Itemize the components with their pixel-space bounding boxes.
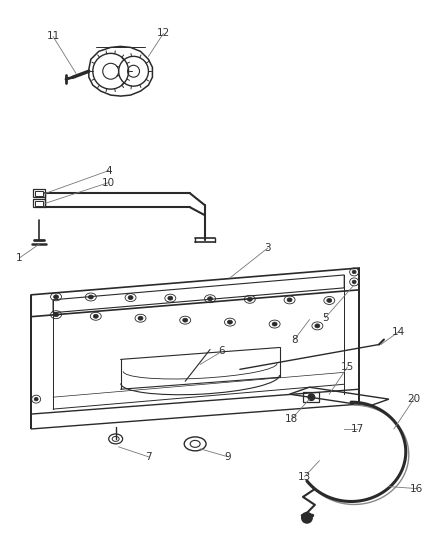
Ellipse shape xyxy=(93,314,98,318)
Circle shape xyxy=(307,393,315,401)
Ellipse shape xyxy=(88,295,93,299)
Text: 14: 14 xyxy=(392,327,406,336)
Ellipse shape xyxy=(272,322,277,326)
Text: 8: 8 xyxy=(291,335,298,344)
Ellipse shape xyxy=(247,297,252,301)
Text: 18: 18 xyxy=(285,414,298,424)
Bar xyxy=(33,190,45,197)
Ellipse shape xyxy=(315,324,320,328)
Text: 13: 13 xyxy=(298,472,311,482)
Ellipse shape xyxy=(168,296,173,300)
Ellipse shape xyxy=(352,280,356,284)
Bar xyxy=(35,191,43,196)
Ellipse shape xyxy=(183,318,188,322)
Text: 5: 5 xyxy=(322,313,328,322)
Text: 9: 9 xyxy=(225,452,231,462)
Ellipse shape xyxy=(227,320,233,324)
Text: 15: 15 xyxy=(341,362,354,373)
Text: 10: 10 xyxy=(102,177,115,188)
Text: 12: 12 xyxy=(157,28,170,38)
Text: 11: 11 xyxy=(46,31,60,42)
Ellipse shape xyxy=(287,298,292,302)
Circle shape xyxy=(301,512,313,524)
Ellipse shape xyxy=(128,296,133,300)
Text: 16: 16 xyxy=(410,483,424,494)
Text: 3: 3 xyxy=(265,243,271,253)
Bar xyxy=(35,201,43,206)
Ellipse shape xyxy=(327,298,332,302)
Text: 17: 17 xyxy=(350,424,364,434)
Ellipse shape xyxy=(208,297,212,301)
Bar xyxy=(33,199,45,207)
Ellipse shape xyxy=(53,295,59,299)
Ellipse shape xyxy=(34,398,38,401)
Bar xyxy=(304,392,319,402)
Ellipse shape xyxy=(138,316,143,320)
Text: 20: 20 xyxy=(407,394,420,404)
Ellipse shape xyxy=(53,313,59,317)
Ellipse shape xyxy=(352,270,356,274)
Text: 6: 6 xyxy=(219,346,225,357)
Text: 4: 4 xyxy=(106,166,112,175)
Text: 1: 1 xyxy=(16,253,23,263)
Text: 7: 7 xyxy=(145,452,152,462)
